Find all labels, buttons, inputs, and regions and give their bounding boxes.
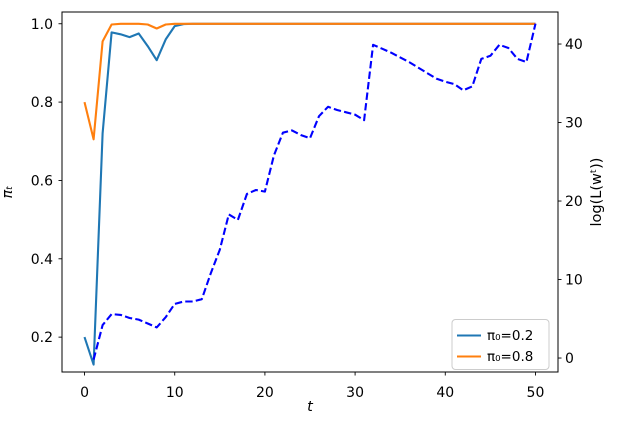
x-tick-label: 10 — [166, 385, 184, 401]
y-left-tick-label: 0.2 — [31, 330, 53, 346]
x-tick-label: 40 — [436, 385, 454, 401]
series-line-1 — [83, 22, 536, 141]
axis-ticks: 0 10 20 30 40 50 0.2 0.4 0.6 0.8 1.0 0 10 20 30 40 — [31, 17, 583, 401]
plot-area-border — [61, 11, 559, 373]
legend-label-series-0: π₀=0.2 — [487, 328, 533, 344]
y-right-tick-label: 30 — [565, 116, 583, 132]
x-tick-label: 20 — [256, 385, 274, 401]
y-left-tick-label: 1.0 — [31, 17, 53, 33]
y-axis-left-label: πₜ — [0, 185, 16, 198]
y-right-tick-label: 40 — [565, 37, 583, 53]
y-left-tick-label: 0.8 — [31, 95, 53, 111]
y-right-tick-label: 20 — [565, 194, 583, 210]
legend: π₀=0.2 π₀=0.8 — [451, 319, 550, 370]
y-axis-right-label: log(L(wᵗ)) — [589, 158, 605, 227]
x-tick-label: 30 — [346, 385, 364, 401]
x-axis-label: t — [307, 399, 314, 415]
series-line-2 — [92, 23, 537, 360]
legend-label-series-1: π₀=0.8 — [487, 349, 533, 365]
series-line-0 — [83, 22, 536, 366]
y-right-tick-label: 10 — [565, 273, 583, 289]
y-right-tick-label: 0 — [565, 351, 574, 367]
y-left-tick-label: 0.4 — [31, 252, 53, 268]
x-tick-label: 50 — [527, 385, 545, 401]
x-tick-label: 0 — [80, 385, 89, 401]
plot-series — [83, 22, 537, 366]
y-left-tick-label: 0.6 — [31, 173, 53, 189]
